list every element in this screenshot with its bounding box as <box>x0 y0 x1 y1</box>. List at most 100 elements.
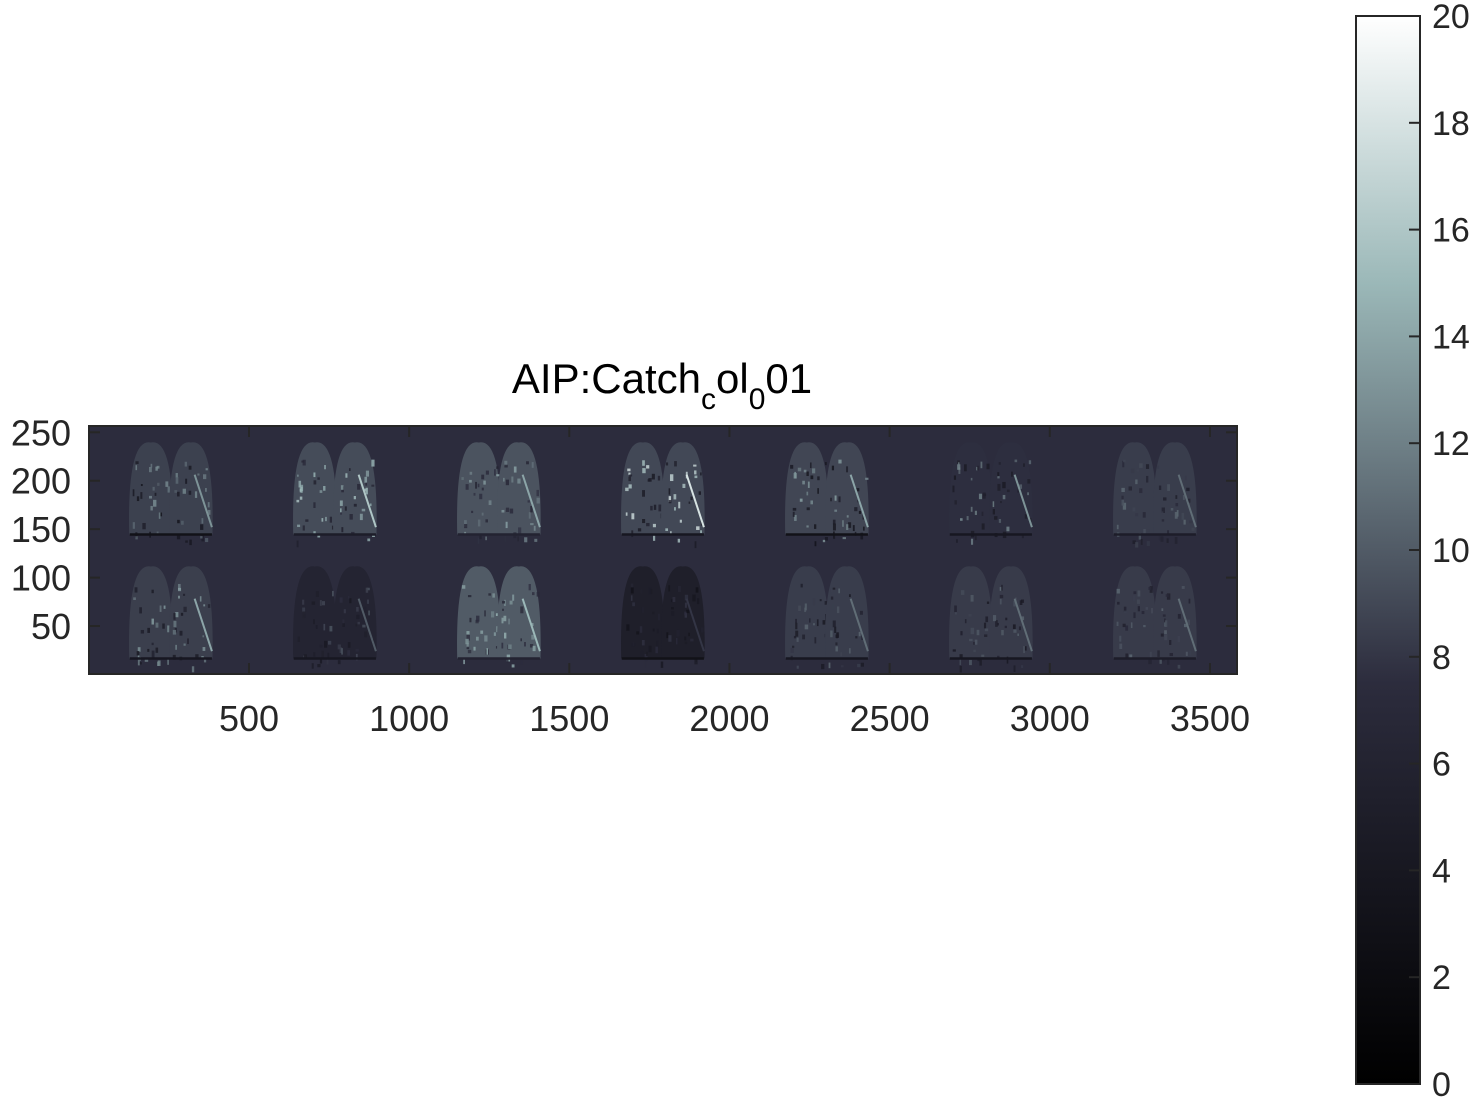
lung-texture <box>1149 586 1153 593</box>
lung-texture <box>694 658 698 665</box>
lung-texture <box>974 639 978 645</box>
lung-texture <box>504 632 507 639</box>
lung-texture <box>142 522 146 530</box>
lung-texture <box>986 463 990 470</box>
lung-texture <box>1148 586 1152 590</box>
lung-panel <box>293 442 377 548</box>
lung-texture <box>178 595 180 599</box>
lung-texture <box>465 484 469 490</box>
lung-texture <box>1175 503 1179 507</box>
lung-texture <box>1161 608 1164 611</box>
lung-texture <box>313 619 315 625</box>
lung-texture <box>530 523 534 526</box>
lung-texture <box>165 481 169 487</box>
lung-fissure <box>1013 598 1033 652</box>
lung-texture <box>365 587 369 593</box>
lung-panel <box>785 566 869 670</box>
lung-texture <box>960 590 965 595</box>
lung-texture <box>999 594 1004 599</box>
lung-texture <box>477 483 480 488</box>
lung-texture <box>297 636 301 642</box>
lung-texture <box>865 477 869 480</box>
lung-texture <box>953 475 957 480</box>
lung-texture <box>466 646 470 650</box>
lung-texture <box>832 523 836 531</box>
lung-panel <box>457 566 541 668</box>
lung-texture <box>520 660 524 665</box>
lung-texture <box>658 613 660 621</box>
lung-texture <box>367 538 371 542</box>
lung-texture <box>792 507 797 511</box>
lung-texture <box>985 616 989 623</box>
lung-texture <box>195 654 199 658</box>
lung-texture <box>952 485 955 493</box>
lung-texture <box>627 468 631 472</box>
lung-texture <box>296 499 300 503</box>
lung-texture <box>341 648 343 655</box>
lung-texture <box>151 642 154 646</box>
lung-texture <box>173 620 177 628</box>
colorbar-ticks: 0 2 4 6 8 10 12 14 16 18 20 <box>1409 0 1470 1103</box>
lung-texture <box>503 477 505 482</box>
colorbar-tick-label: 14 <box>1432 318 1470 356</box>
lung-texture <box>150 463 153 468</box>
lung-texture <box>822 539 826 543</box>
lung-texture <box>810 500 813 505</box>
lung-texture <box>321 650 325 658</box>
lung-texture <box>492 593 495 598</box>
lung-texture <box>203 657 207 663</box>
lung-texture <box>1159 659 1162 664</box>
lung-texture <box>682 483 686 488</box>
lung-texture <box>797 467 802 472</box>
lung-texture <box>1023 646 1026 654</box>
lung-texture <box>524 537 528 543</box>
lung-texture <box>531 634 535 640</box>
lung-texture <box>466 634 470 641</box>
lung-texture <box>806 525 809 528</box>
lung-texture <box>957 460 960 464</box>
lung-texture <box>1187 619 1191 625</box>
lung-texture <box>997 483 1001 491</box>
lung-texture <box>297 524 301 528</box>
lung-texture <box>802 634 806 640</box>
lung-texture <box>154 492 157 496</box>
lung-texture <box>626 624 630 631</box>
lung-texture <box>999 587 1003 591</box>
lung-texture <box>200 524 204 530</box>
lung-texture <box>1123 459 1126 463</box>
lung-texture <box>1187 498 1191 503</box>
lung-texture <box>532 592 535 596</box>
lung-texture <box>860 532 864 540</box>
lung-texture <box>1017 489 1020 493</box>
lung-texture <box>356 606 359 612</box>
lung-texture <box>1132 507 1136 512</box>
lung-texture <box>1005 617 1008 621</box>
lung-lobe <box>785 566 829 659</box>
lung-texture <box>952 649 956 652</box>
lung-texture <box>630 595 633 601</box>
lung-texture <box>644 661 647 669</box>
lung-texture <box>1174 536 1178 544</box>
lung-texture <box>679 519 682 523</box>
lung-texture <box>814 637 817 644</box>
lung-texture <box>511 664 515 668</box>
lung-texture <box>814 524 817 529</box>
lung-texture <box>978 493 983 500</box>
x-tick-label: 3500 <box>1170 698 1250 739</box>
lung-texture <box>651 473 655 480</box>
lung-texture <box>536 591 540 597</box>
lung-lobe <box>333 442 377 535</box>
lung-texture <box>973 641 976 645</box>
lung-texture <box>366 599 370 604</box>
lung-texture <box>660 661 664 668</box>
lung-texture <box>189 539 192 546</box>
lung-texture <box>998 462 1001 465</box>
lung-lobe <box>497 566 541 659</box>
lung-texture <box>698 491 701 495</box>
lung-texture <box>838 496 841 503</box>
lung-fissure <box>357 598 377 652</box>
lung-texture <box>631 513 635 520</box>
lung-texture <box>1146 475 1149 483</box>
lung-texture <box>207 502 210 508</box>
